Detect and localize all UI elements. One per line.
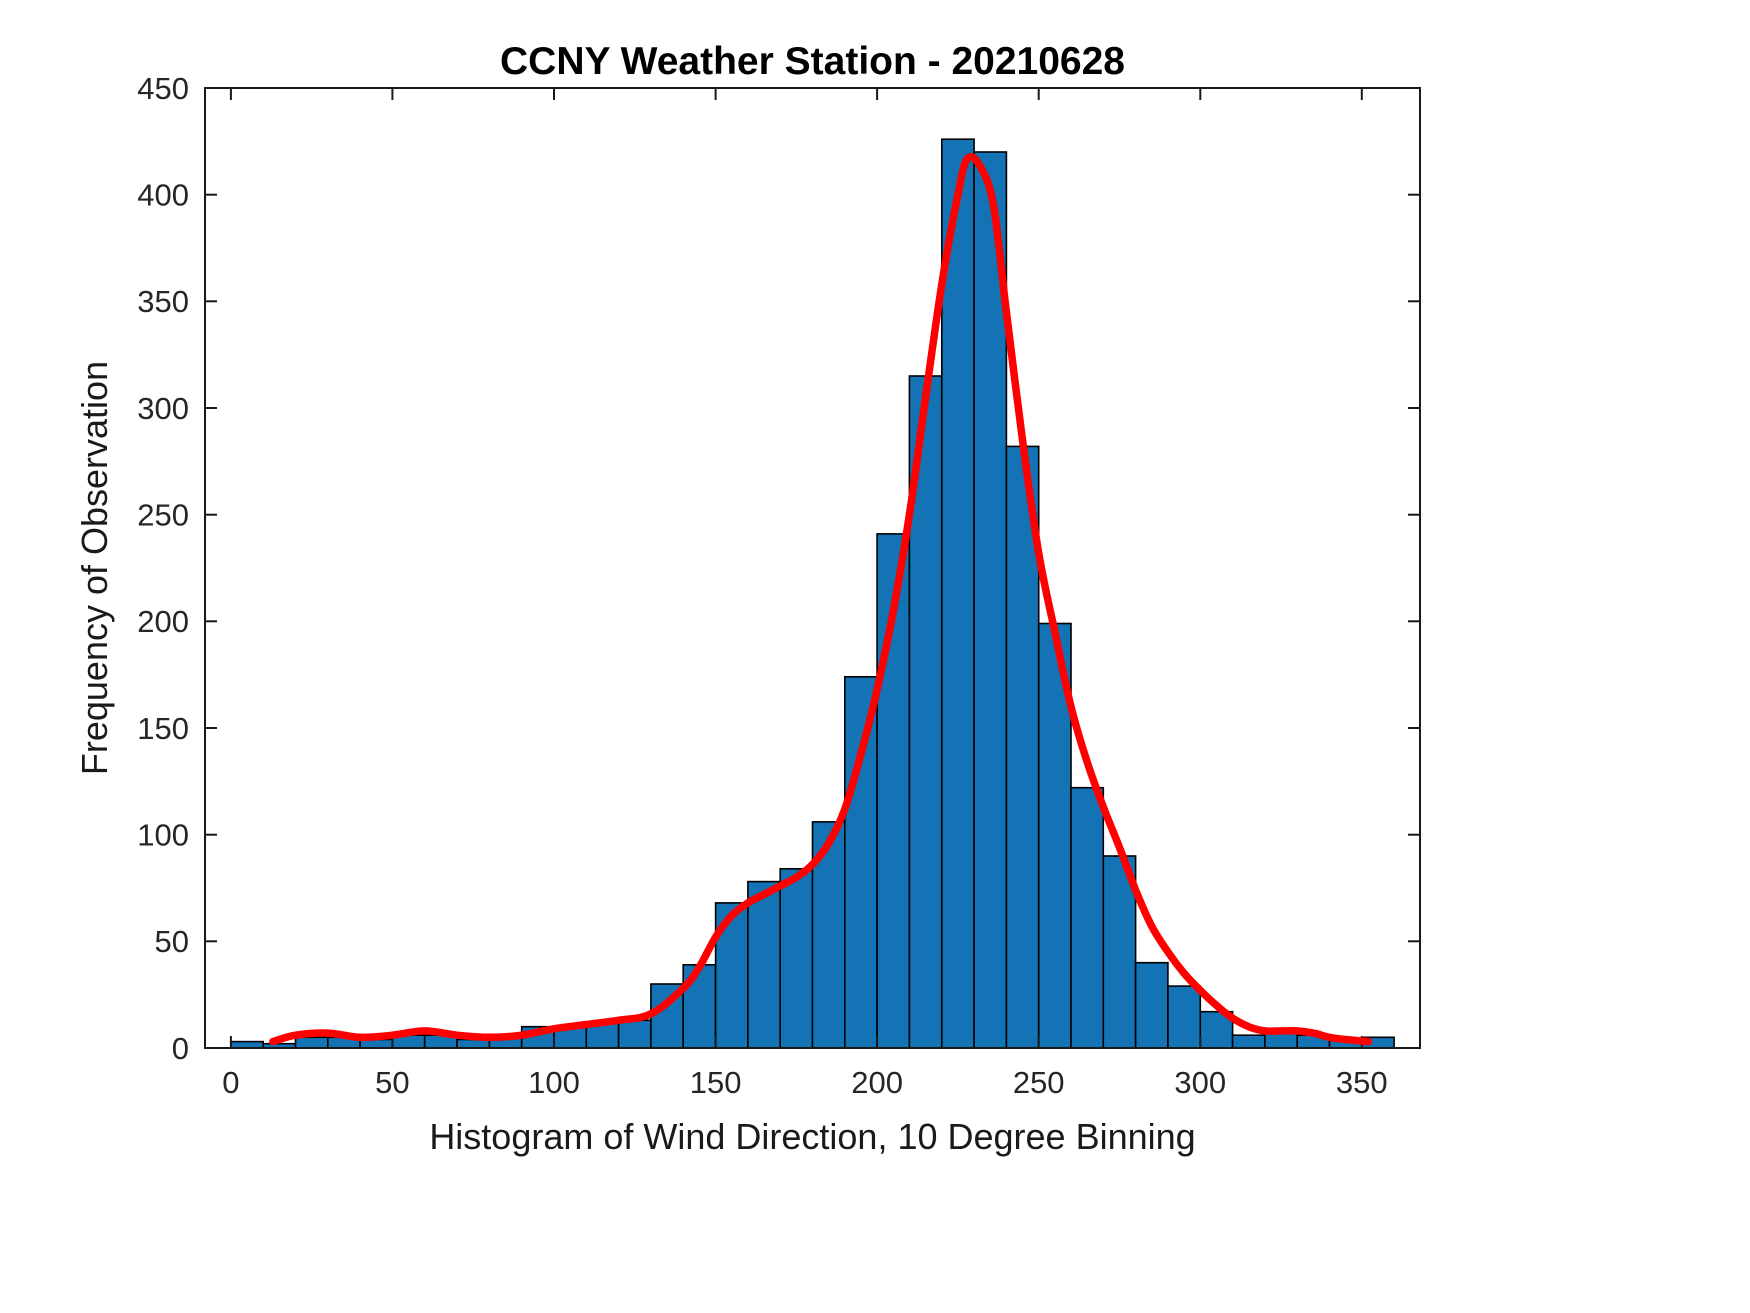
y-tick-label: 200 (137, 604, 189, 639)
y-tick-label: 100 (137, 818, 189, 853)
fit-line (269, 153, 1373, 1046)
y-tick-label: 250 (137, 498, 189, 533)
x-tick-label: 100 (528, 1065, 580, 1100)
histogram-bar (940, 138, 975, 1049)
x-tick-label: 300 (1174, 1065, 1226, 1100)
x-tick-label: 50 (375, 1065, 409, 1100)
x-tick-label: 150 (690, 1065, 742, 1100)
histogram-bar (1070, 786, 1105, 1049)
x-tick-label: 350 (1336, 1065, 1388, 1100)
y-tick-label: 300 (137, 391, 189, 426)
histogram-bar (294, 1036, 329, 1049)
histogram-bar (843, 675, 878, 1049)
histogram-bar (617, 1019, 652, 1049)
x-axis-label: Histogram of Wind Direction, 10 Degree B… (429, 1116, 1196, 1157)
histogram-bar (1264, 1032, 1299, 1049)
y-tick-label: 350 (137, 284, 189, 319)
y-tick-label: 450 (137, 71, 189, 106)
histogram-bar (1102, 855, 1137, 1049)
axes-box (204, 87, 1421, 1049)
y-tick-label: 400 (137, 178, 189, 213)
x-tick-label: 250 (1013, 1065, 1065, 1100)
y-tick-label: 50 (155, 924, 189, 959)
histogram-bar (747, 880, 782, 1049)
x-tick-label: 0 (222, 1065, 239, 1100)
histogram-bar (779, 867, 814, 1049)
chart-title: CCNY Weather Station - 20210628 (500, 40, 1125, 83)
x-tick-label: 200 (851, 1065, 903, 1100)
histogram-bar (1167, 985, 1202, 1049)
y-axis-label: Frequency of Observation (74, 360, 115, 776)
histogram-bar (1134, 961, 1169, 1049)
y-tick-label: 150 (137, 711, 189, 746)
histogram-bar (1231, 1034, 1266, 1049)
y-tick-label: 0 (172, 1031, 189, 1066)
